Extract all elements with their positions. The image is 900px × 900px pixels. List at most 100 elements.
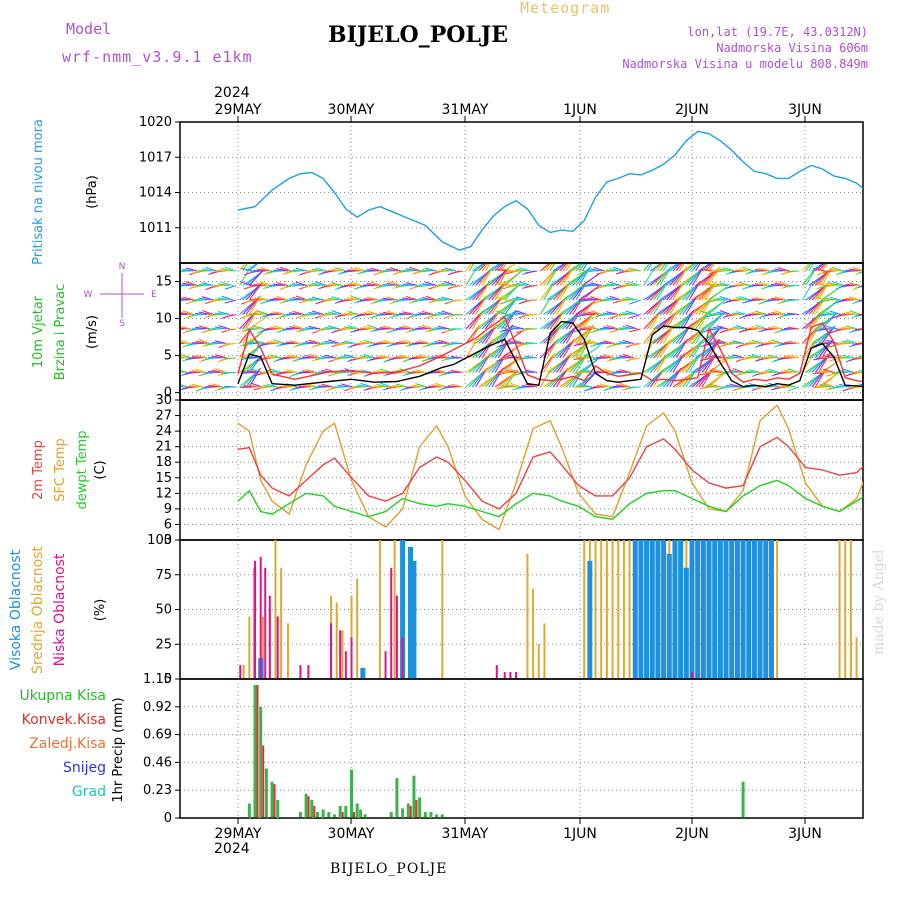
wind-vector — [868, 358, 880, 360]
wind-vector — [801, 267, 817, 286]
wind-vector — [285, 355, 298, 359]
wind-vector — [586, 311, 599, 316]
wind-vector — [868, 269, 880, 271]
wind-vector — [556, 354, 571, 373]
wind-vector — [180, 325, 192, 330]
precip-label-4: Grad — [72, 784, 106, 800]
cloud-bar — [259, 556, 262, 679]
wind-vector — [379, 354, 392, 359]
wind-vector — [606, 311, 619, 316]
wind-vector — [308, 311, 321, 316]
wind-vector — [559, 267, 574, 286]
wind-vector — [366, 296, 379, 301]
wind-vector — [402, 269, 415, 272]
wind-vector — [823, 382, 835, 388]
wind-vector — [415, 341, 428, 345]
wind-vector — [649, 283, 666, 301]
wind-vector — [672, 340, 687, 359]
wind-vector — [574, 281, 586, 287]
wind-vector — [350, 295, 363, 301]
wind-vector — [783, 341, 796, 345]
wind-vector — [475, 263, 486, 272]
wind-vector — [505, 356, 518, 359]
wind-vector — [771, 325, 784, 330]
wind-vector — [478, 340, 493, 359]
wind-vector — [324, 340, 337, 345]
wind-vector — [421, 310, 434, 316]
wind-vector — [728, 327, 741, 330]
wind-vector — [628, 267, 641, 272]
wind-vector — [821, 263, 829, 272]
wind-vector — [562, 325, 577, 344]
wind-vector — [327, 283, 340, 287]
wind-vector — [565, 263, 572, 272]
model-altitude-text: Nadmorska Visina u modelu 808.849m — [622, 57, 868, 71]
cloud-bar — [408, 546, 414, 679]
wind-vector — [382, 297, 395, 301]
wind-vector — [382, 283, 395, 287]
wind-vector — [305, 313, 318, 316]
wind-vector — [525, 369, 538, 374]
wind-vector — [556, 341, 572, 359]
wind-vector — [871, 315, 883, 317]
wind-vector — [703, 281, 716, 287]
wind-vector — [195, 368, 208, 374]
wind-vector — [628, 371, 641, 375]
wind-vector — [625, 310, 638, 316]
wind-vector — [273, 325, 285, 330]
wind-vector — [565, 370, 582, 388]
wind-vector — [885, 344, 896, 348]
wind-vector — [512, 297, 525, 301]
wind-vector — [201, 296, 214, 301]
wind-vector — [484, 263, 491, 272]
wind-vector — [826, 339, 839, 345]
wind-gust-line — [237, 316, 863, 383]
precip-total-bar — [276, 799, 280, 818]
wind-vector — [208, 384, 221, 388]
wind-vector — [245, 356, 262, 373]
wind-vector — [402, 283, 415, 287]
wind-vector — [292, 269, 305, 272]
wind-vector — [848, 268, 861, 272]
wind-vector — [695, 311, 710, 330]
wind-vector — [615, 356, 628, 359]
day-label-bottom-6: 3JUN — [788, 826, 822, 842]
wind-vector — [499, 267, 512, 272]
cloud-bar — [248, 616, 251, 679]
precip-total-bar — [253, 685, 257, 818]
cloud-bar — [746, 540, 752, 679]
wind-vector — [424, 267, 437, 272]
wind-vector — [625, 282, 638, 287]
wind-vector — [751, 325, 764, 330]
wind-vector — [699, 282, 712, 287]
wind-vector — [208, 370, 221, 374]
wind-vector — [411, 370, 424, 374]
wind-vector — [811, 356, 828, 373]
wind-vector — [242, 298, 259, 315]
wind-vector — [861, 368, 863, 370]
wind-vector — [845, 325, 858, 330]
wind-vector — [543, 327, 559, 344]
wind-vector — [842, 368, 855, 374]
wind-vector — [504, 356, 521, 373]
wind-vector — [405, 268, 418, 272]
wind-vector — [282, 370, 295, 374]
wind-vector — [363, 312, 376, 316]
wind-vector — [521, 384, 534, 388]
cloud-bar — [661, 540, 667, 679]
wind-vector — [418, 298, 431, 301]
wind-vector — [543, 280, 556, 301]
wind-vector — [331, 282, 344, 287]
ytick-label-precip-4: 0.92 — [143, 700, 172, 715]
wind-vector — [211, 327, 224, 330]
wind-vector — [767, 354, 780, 359]
wind-vector — [709, 342, 722, 345]
ytick-label-temperature-7: 24 — [155, 424, 172, 439]
cloud-bar — [384, 651, 387, 679]
wind-vector — [861, 389, 863, 392]
wind-vector — [878, 356, 890, 358]
wind-vector — [881, 299, 893, 300]
wind-vector — [865, 284, 877, 286]
wind-vector — [549, 311, 564, 330]
